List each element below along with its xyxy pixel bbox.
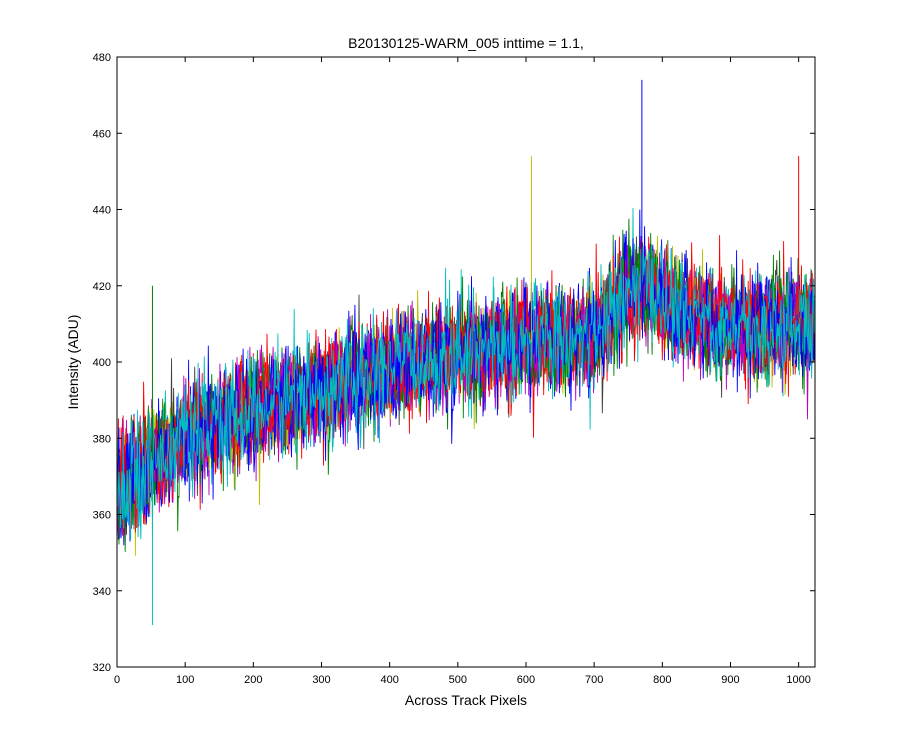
- x-tick-label: 900: [721, 674, 739, 686]
- y-tick-label: 460: [93, 128, 111, 140]
- y-axis-title: Intensity (ADU): [65, 315, 81, 410]
- x-axis-ticks: 0 100 200 300 400 500 600 700 800 900 1000: [114, 57, 811, 686]
- x-tick-label: 600: [517, 674, 535, 686]
- y-tick-label: 420: [93, 281, 111, 293]
- y-tick-label: 320: [93, 662, 111, 674]
- x-tick-label: 400: [380, 674, 398, 686]
- x-tick-label: 1000: [786, 674, 810, 686]
- x-tick-label: 700: [585, 674, 603, 686]
- x-tick-label: 800: [653, 674, 671, 686]
- y-tick-label: 360: [93, 510, 111, 522]
- y-tick-label: 480: [93, 52, 111, 64]
- x-tick-label: 0: [114, 674, 120, 686]
- y-tick-label: 440: [93, 205, 111, 217]
- y-tick-label: 400: [93, 357, 111, 369]
- x-tick-label: 300: [312, 674, 330, 686]
- series-line: [116, 245, 816, 540]
- y-axis-ticks: 320 340 360 380 400 420 440 460 480: [93, 52, 815, 674]
- series-layer: [116, 79, 816, 626]
- x-axis-title: Across Track Pixels: [405, 692, 527, 708]
- y-tick-label: 340: [93, 586, 111, 598]
- x-tick-label: 500: [449, 674, 467, 686]
- y-tick-label: 380: [93, 433, 111, 445]
- chart-title: B20130125-WARM_005 inttime = 1.1,: [348, 35, 584, 51]
- x-tick-label: 100: [176, 674, 194, 686]
- x-tick-label: 200: [244, 674, 262, 686]
